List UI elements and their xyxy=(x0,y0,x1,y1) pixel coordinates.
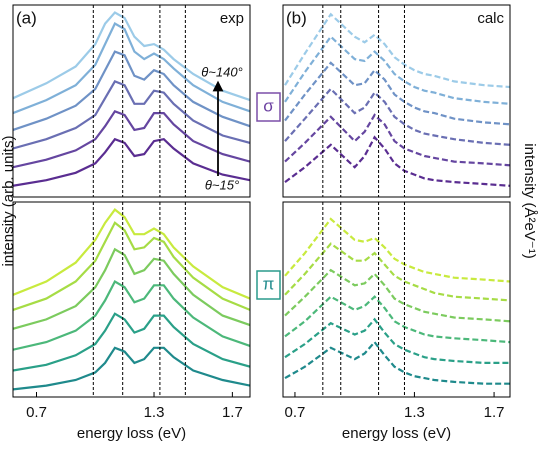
panel-frame xyxy=(282,4,511,198)
curve xyxy=(13,22,250,115)
curve xyxy=(284,268,510,323)
plot-area xyxy=(13,11,250,187)
curve xyxy=(284,87,510,146)
row-label: π xyxy=(263,274,275,293)
angle-label: θ~140° xyxy=(201,64,243,79)
curve xyxy=(13,279,250,351)
curve xyxy=(13,312,250,372)
annotation: calc xyxy=(477,10,504,27)
annotation: exp xyxy=(220,10,244,27)
curve xyxy=(13,109,250,169)
x-axis-label: energy loss (eV) xyxy=(77,425,186,442)
panel-frame xyxy=(12,201,251,398)
curve xyxy=(13,346,250,391)
plot-area xyxy=(284,217,510,385)
curve xyxy=(284,135,510,187)
x-tick-label: 1.3 xyxy=(404,404,425,421)
curve xyxy=(13,247,250,330)
curve xyxy=(13,11,250,102)
curve xyxy=(284,12,510,89)
curve xyxy=(284,242,510,302)
curve xyxy=(284,317,510,364)
curve xyxy=(13,137,250,187)
curve xyxy=(284,61,510,126)
panel-label: (a) xyxy=(16,8,37,27)
y-axis-label: intensity (arb. units) xyxy=(0,136,17,267)
plot-area xyxy=(284,12,510,187)
x-tick-label: 0.7 xyxy=(285,404,306,421)
panel-frame xyxy=(12,4,251,198)
curve xyxy=(13,80,250,150)
curve xyxy=(284,217,510,283)
angle-label: θ~15° xyxy=(205,177,239,192)
x-tick-label: 1.3 xyxy=(144,404,165,421)
row-label: σ xyxy=(263,96,274,115)
curve xyxy=(284,113,510,167)
x-tick-label: 1.7 xyxy=(484,404,505,421)
curve xyxy=(13,221,250,311)
x-tick-label: 1.7 xyxy=(222,404,243,421)
curve xyxy=(284,35,510,105)
curve xyxy=(13,208,250,300)
x-axis-label: energy loss (eV) xyxy=(342,425,451,442)
curve xyxy=(284,340,510,385)
x-tick-label: 0.7 xyxy=(26,404,47,421)
curve xyxy=(284,295,510,344)
plot-area xyxy=(13,208,250,391)
row-label-box xyxy=(256,92,281,122)
y-axis-label: intensity (Å²eV⁻¹) xyxy=(521,143,538,258)
row-label-box xyxy=(256,270,281,300)
panel-frame xyxy=(282,201,511,398)
curve xyxy=(13,50,250,131)
panel-label: (b) xyxy=(286,8,307,27)
